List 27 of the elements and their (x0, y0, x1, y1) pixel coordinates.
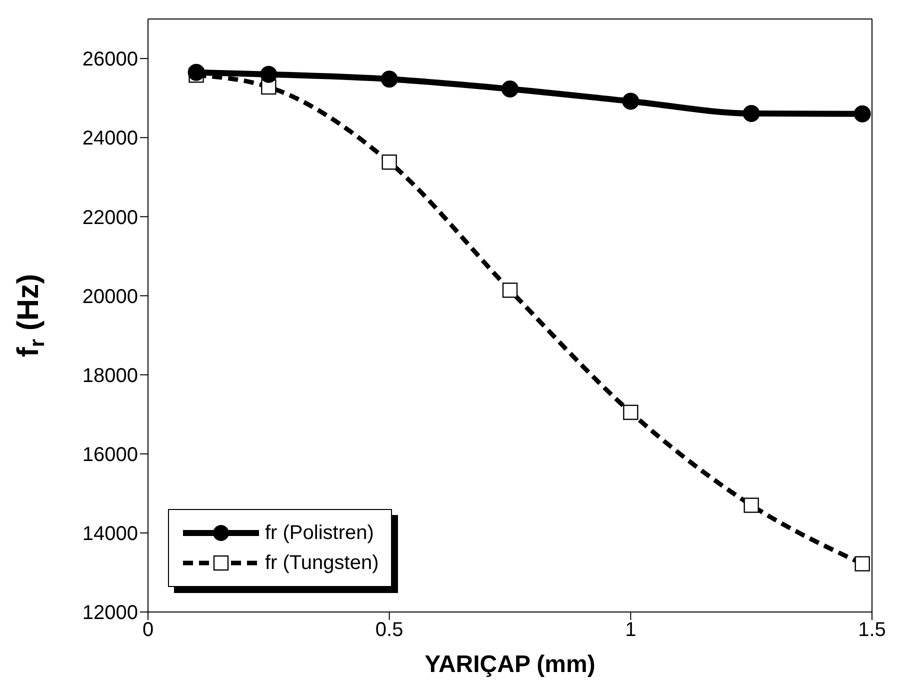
point (623, 404, 638, 420)
point (382, 154, 397, 170)
y-tick-label: 24000 (82, 128, 138, 150)
x-tick-label: 0 (142, 619, 154, 642)
y-tick-label: 12000 (82, 602, 138, 624)
x-tick-label: 1 (625, 619, 636, 642)
y-tick-label: 20000 (82, 286, 138, 308)
x-axis-title: YARIÇAP (mm) (424, 651, 596, 678)
y-tick-label: 26000 (82, 48, 138, 71)
legend-label: fr (Tungsten) (265, 552, 379, 574)
point (742, 104, 760, 122)
x-tick-label: 1.5 (858, 619, 886, 642)
y-tick-label: 22000 (82, 206, 138, 229)
point (260, 66, 278, 83)
y-tick-label: 14000 (82, 523, 138, 546)
x-tick-label: 0.5 (375, 619, 404, 642)
y-tick-label: 16000 (82, 444, 138, 466)
y-tick-label: 18000 (82, 364, 138, 387)
point (854, 105, 871, 122)
point (622, 92, 640, 110)
point (502, 282, 518, 298)
point (502, 80, 518, 98)
point (744, 498, 759, 513)
point (380, 70, 398, 88)
legend-label: fr (Polistren) (265, 522, 374, 544)
point (854, 556, 870, 572)
point (188, 64, 205, 81)
